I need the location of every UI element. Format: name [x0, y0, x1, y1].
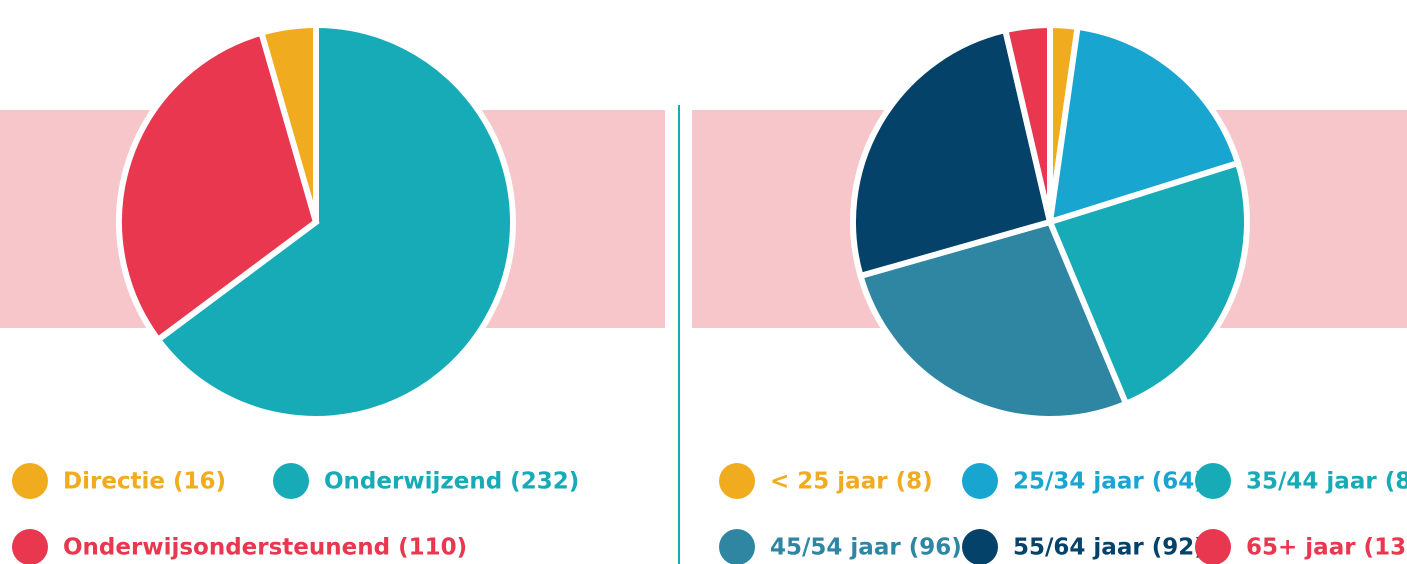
legend-swatch: [1195, 529, 1231, 564]
pie-slice: [850, 26, 1054, 280]
legend-swatch: [12, 529, 48, 564]
legend-label: Onderwijsondersteunend (110): [63, 535, 467, 561]
pie-slice: [1001, 21, 1053, 223]
legend-label: 45/54 jaar (96): [770, 535, 962, 561]
legend-label: 35/44 jaar (84): [1246, 469, 1407, 495]
legend-swatch: [1195, 463, 1231, 499]
legend-label: 55/64 jaar (92): [1013, 535, 1205, 561]
legend-label: < 25 jaar (8): [770, 469, 933, 495]
legend-swatch: [962, 529, 998, 564]
pie-slice: [153, 21, 516, 422]
legend-swatch: [962, 463, 998, 499]
legend-label: 65+ jaar (13): [1246, 535, 1407, 561]
pie-slice: [1046, 23, 1242, 227]
pie-slice: [1045, 159, 1250, 408]
legend-label: 25/34 jaar (64): [1013, 469, 1205, 495]
legend-label: Onderwijzend (232): [324, 469, 579, 495]
legend-swatch: [12, 463, 48, 499]
pie-slice: [856, 218, 1130, 422]
legend-label: Directie (16): [63, 469, 226, 495]
legend-swatch: [719, 463, 755, 499]
pie-slice: [257, 21, 319, 223]
legend-swatch: [273, 463, 309, 499]
pie-slice: [116, 28, 320, 344]
legend-swatch: [719, 529, 755, 564]
